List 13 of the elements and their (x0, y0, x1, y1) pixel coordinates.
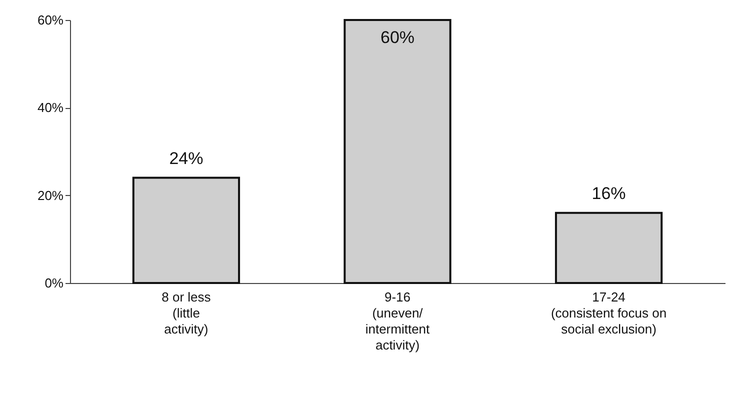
x-tick-label: 9-16 (uneven/ intermittent activity) (365, 290, 430, 352)
data-label: 24% (169, 148, 204, 168)
x-tick-label: 17-24 (consistent focus on social exclusion) (550, 290, 667, 336)
y-tick-label: 40% (37, 100, 64, 116)
y-tick-label: 20% (37, 188, 64, 203)
x-tick-label: 8 or less (little activity) (162, 290, 212, 336)
bar (344, 19, 452, 284)
data-label: 60% (380, 28, 415, 47)
bar (554, 212, 663, 284)
data-label: 16% (592, 184, 626, 203)
y-tick-label: 60% (37, 12, 64, 28)
bar (132, 176, 240, 284)
y-tick-label: 0% (44, 276, 64, 290)
